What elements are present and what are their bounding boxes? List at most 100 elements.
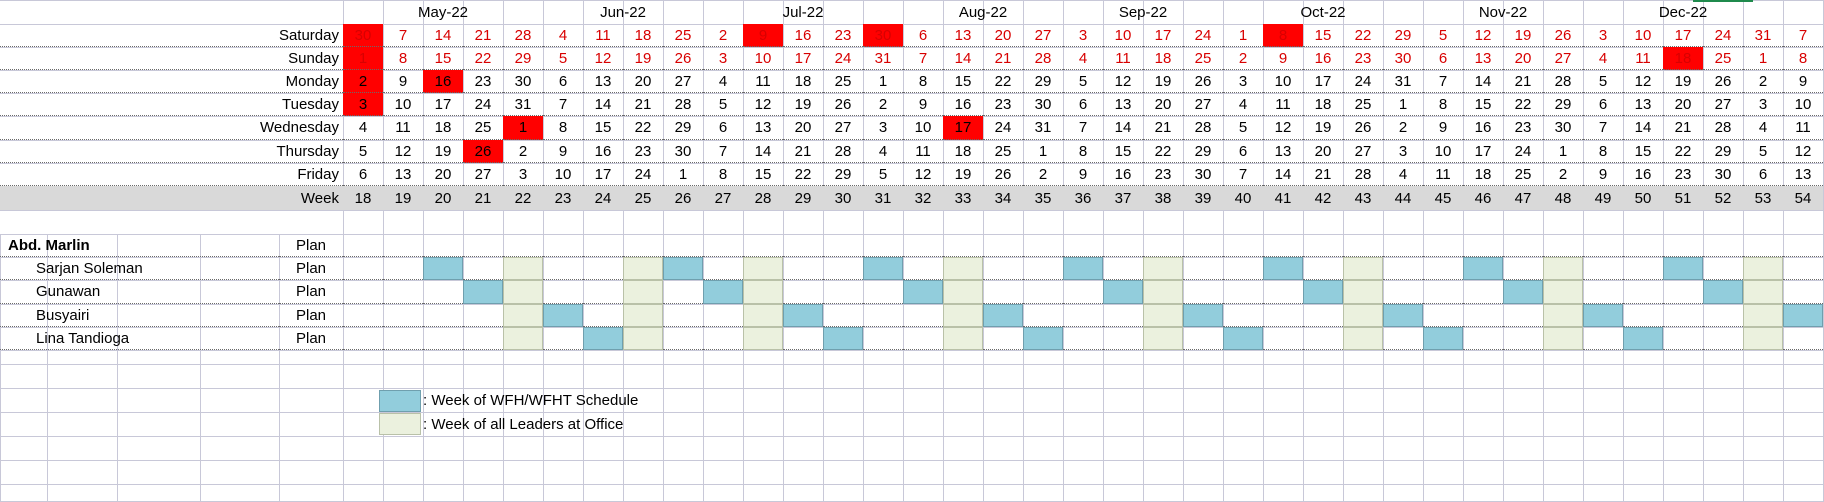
- week-number[interactable]: 41: [1263, 186, 1303, 210]
- schedule-cell[interactable]: [1103, 257, 1143, 280]
- date-cell[interactable]: 13: [1463, 47, 1503, 70]
- week-number[interactable]: 43: [1343, 186, 1383, 210]
- date-cell[interactable]: 28: [1543, 70, 1583, 93]
- date-cell[interactable]: 20: [1503, 47, 1543, 70]
- date-cell[interactable]: 13: [943, 24, 983, 47]
- date-cell[interactable]: 22: [1143, 140, 1183, 163]
- date-cell[interactable]: 27: [1543, 47, 1583, 70]
- date-cell[interactable]: 26: [1543, 24, 1583, 47]
- date-cell[interactable]: 16: [1103, 163, 1143, 186]
- date-cell[interactable]: 1: [503, 116, 543, 140]
- week-number[interactable]: 37: [1103, 186, 1143, 210]
- date-cell[interactable]: 10: [743, 47, 783, 70]
- office-week-cell[interactable]: [623, 280, 663, 304]
- schedule-cell[interactable]: [1383, 257, 1423, 280]
- date-cell[interactable]: 18: [1463, 163, 1503, 186]
- week-number[interactable]: 36: [1063, 186, 1103, 210]
- schedule-cell[interactable]: [823, 257, 863, 280]
- schedule-cell[interactable]: [1103, 234, 1143, 257]
- date-cell[interactable]: 5: [863, 163, 903, 186]
- date-cell[interactable]: 2: [703, 24, 743, 47]
- schedule-cell[interactable]: [903, 234, 943, 257]
- schedule-cell[interactable]: [343, 304, 383, 327]
- schedule-cell[interactable]: [1663, 234, 1703, 257]
- date-cell[interactable]: 4: [703, 70, 743, 93]
- date-cell[interactable]: 4: [1383, 163, 1423, 186]
- schedule-cell[interactable]: [1303, 257, 1343, 280]
- schedule-cell[interactable]: [1263, 280, 1303, 304]
- schedule-cell[interactable]: [1663, 304, 1703, 327]
- date-cell[interactable]: 28: [1343, 163, 1383, 186]
- date-cell[interactable]: 12: [743, 93, 783, 116]
- week-number[interactable]: 50: [1623, 186, 1663, 210]
- schedule-cell[interactable]: [1383, 280, 1423, 304]
- date-cell[interactable]: 12: [1263, 116, 1303, 140]
- schedule-cell[interactable]: [1023, 257, 1063, 280]
- schedule-cell[interactable]: [463, 327, 503, 350]
- date-cell[interactable]: 9: [543, 140, 583, 163]
- schedule-cell[interactable]: [1183, 280, 1223, 304]
- date-cell[interactable]: 13: [1783, 163, 1823, 186]
- office-week-cell[interactable]: [943, 280, 983, 304]
- date-cell[interactable]: 6: [1743, 163, 1783, 186]
- office-week-cell[interactable]: [503, 257, 543, 280]
- schedule-cell[interactable]: [1303, 304, 1343, 327]
- schedule-cell[interactable]: [383, 257, 423, 280]
- date-cell[interactable]: 8: [1423, 93, 1463, 116]
- schedule-cell[interactable]: [703, 327, 743, 350]
- date-cell[interactable]: 28: [1703, 116, 1743, 140]
- date-cell[interactable]: 23: [1143, 163, 1183, 186]
- date-cell[interactable]: 26: [663, 47, 703, 70]
- schedule-cell[interactable]: [1383, 327, 1423, 350]
- week-number[interactable]: 18: [343, 186, 383, 210]
- date-cell[interactable]: 15: [743, 163, 783, 186]
- wfh-week-cell[interactable]: [1663, 257, 1703, 280]
- date-cell[interactable]: 7: [1423, 70, 1463, 93]
- schedule-cell[interactable]: [383, 280, 423, 304]
- date-cell[interactable]: 17: [1463, 140, 1503, 163]
- date-cell[interactable]: 1: [663, 163, 703, 186]
- date-cell[interactable]: 30: [343, 24, 383, 47]
- schedule-cell[interactable]: [1783, 234, 1823, 257]
- office-week-cell[interactable]: [503, 304, 543, 327]
- wfh-week-cell[interactable]: [1223, 327, 1263, 350]
- date-cell[interactable]: 5: [1223, 116, 1263, 140]
- office-week-cell[interactable]: [503, 327, 543, 350]
- date-cell[interactable]: 6: [343, 163, 383, 186]
- date-cell[interactable]: 19: [1663, 70, 1703, 93]
- date-cell[interactable]: 24: [983, 116, 1023, 140]
- schedule-cell[interactable]: [1183, 327, 1223, 350]
- date-cell[interactable]: 15: [1623, 140, 1663, 163]
- schedule-cell[interactable]: [783, 234, 823, 257]
- date-cell[interactable]: 24: [1503, 140, 1543, 163]
- date-cell[interactable]: 17: [1143, 24, 1183, 47]
- office-week-cell[interactable]: [1543, 304, 1583, 327]
- date-cell[interactable]: 1: [1023, 140, 1063, 163]
- date-cell[interactable]: 14: [943, 47, 983, 70]
- schedule-cell[interactable]: [1463, 280, 1503, 304]
- schedule-cell[interactable]: [1423, 280, 1463, 304]
- schedule-cell[interactable]: [383, 327, 423, 350]
- date-cell[interactable]: 9: [1783, 70, 1823, 93]
- date-cell[interactable]: 7: [1583, 116, 1623, 140]
- date-cell[interactable]: 21: [1663, 116, 1703, 140]
- date-cell[interactable]: 5: [1583, 70, 1623, 93]
- week-number[interactable]: 32: [903, 186, 943, 210]
- schedule-cell[interactable]: [863, 327, 903, 350]
- schedule-cell[interactable]: [663, 280, 703, 304]
- schedule-cell[interactable]: [903, 304, 943, 327]
- date-cell[interactable]: 9: [383, 70, 423, 93]
- schedule-cell[interactable]: [383, 234, 423, 257]
- date-cell[interactable]: 12: [1103, 70, 1143, 93]
- date-cell[interactable]: 10: [1103, 24, 1143, 47]
- date-cell[interactable]: 1: [1743, 47, 1783, 70]
- date-cell[interactable]: 12: [1783, 140, 1823, 163]
- date-cell[interactable]: 19: [423, 140, 463, 163]
- date-cell[interactable]: 29: [823, 163, 863, 186]
- week-number[interactable]: 29: [783, 186, 823, 210]
- date-cell[interactable]: 15: [1103, 140, 1143, 163]
- date-cell[interactable]: 6: [903, 24, 943, 47]
- schedule-cell[interactable]: [703, 304, 743, 327]
- date-cell[interactable]: 23: [463, 70, 503, 93]
- schedule-cell[interactable]: [1063, 234, 1103, 257]
